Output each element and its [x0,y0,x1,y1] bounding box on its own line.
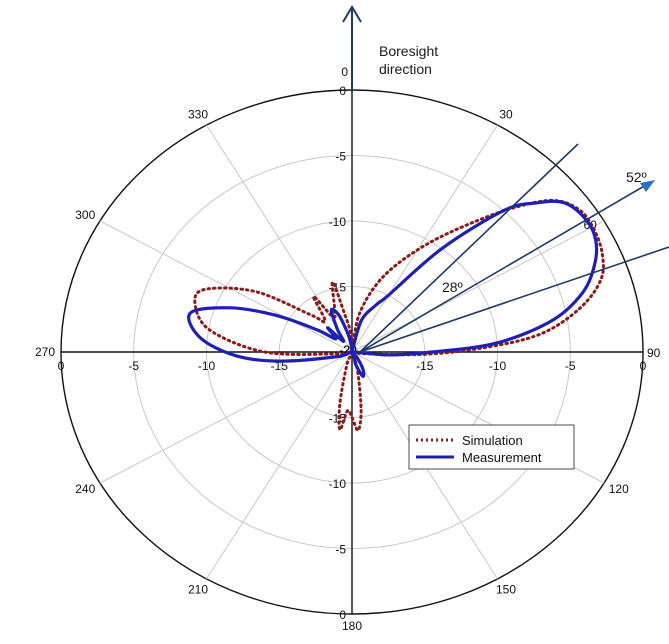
legend: Simulation Measurement [408,424,575,470]
series-measurement-line [187,199,599,378]
grid-spoke [351,124,498,353]
angle-tick-label: 150 [496,582,516,596]
grid-spoke [206,351,353,580]
grid-spoke [99,351,353,484]
boresight-label-line2: direction [379,61,432,77]
angle-tick-label: 330 [188,108,208,122]
angle-28-label: 28º [442,279,463,295]
angle-tick-label: 270 [35,345,55,359]
radial-tick-label: 0 [640,359,647,373]
radial-tick-label: -15 [416,359,434,373]
angle-tick-label: 30 [499,108,513,122]
legend-box [408,424,575,470]
steer-line-lower [359,246,669,353]
grid-spoke [99,220,353,353]
steer-arrow-head [640,180,655,192]
angle-52-label: 52º [626,169,647,185]
angle-tick-label: 240 [75,482,95,496]
radial-tick-label: 0 [339,84,346,98]
radial-tick-label: -10 [329,215,347,229]
steer-line-upper [359,143,579,353]
radial-tick-label: -5 [128,359,139,373]
radial-tick-label: -10 [198,359,216,373]
angle-tick-label: 90 [647,346,661,360]
radial-tick-label: -10 [489,359,507,373]
grid-spoke [206,124,353,353]
steer-line-main [359,184,647,353]
series-simulation-line [193,198,605,432]
annotations: Boresight direction 52º 28º [342,5,669,353]
angle-tick-label: 120 [609,482,629,496]
angle-tick-label: 0 [341,65,348,79]
radial-tick-label: 0 [339,608,346,622]
radial-tick-label: 0 [58,359,65,373]
radial-tick-label: -5 [335,543,346,557]
axis-labels: 03060901201501802102402703003300000-5-5-… [35,65,661,633]
legend-simulation-label: Simulation [462,433,523,448]
series-layer [187,198,605,432]
grid-spoke [351,220,605,353]
radial-tick-label: -5 [565,359,576,373]
radial-tick-label: -10 [329,477,347,491]
angle-tick-label: 210 [188,582,208,596]
angle-tick-label: 300 [75,208,95,222]
boresight-label-line1: Boresight [379,43,438,59]
radial-tick-label: -5 [335,150,346,164]
legend-measurement-label: Measurement [462,450,542,465]
angle-tick-label: 180 [342,619,362,633]
boresight-arrow-head [342,5,362,23]
